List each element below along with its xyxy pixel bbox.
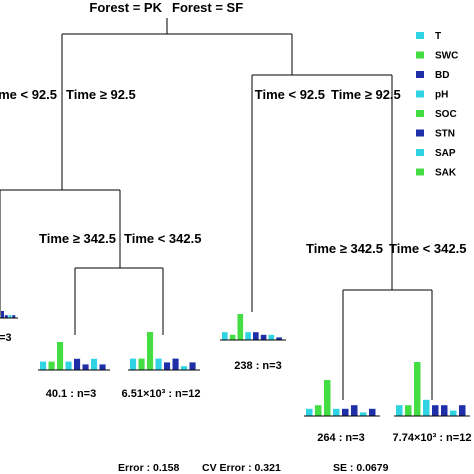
leaf-f-bar-8: [459, 405, 466, 416]
leaf-b-bars: [38, 342, 110, 371]
leaf-c-bar-8: [189, 362, 196, 370]
leaf-f-bar-6: [441, 405, 448, 416]
leaf-b-bar-2: [48, 361, 55, 370]
footer-error: Error : 0.158: [118, 462, 179, 474]
leaf-d-bar-2: [229, 334, 236, 340]
midleft-split-right-label: Time < 342.5: [124, 231, 201, 246]
leaf-b-bar-3: [57, 342, 64, 370]
leaf-d-bar-5: [253, 332, 259, 340]
leaf-f-bar-4: [423, 399, 430, 416]
tree-edges: [0, 18, 433, 400]
legend-swatch-bd: [416, 71, 424, 78]
root-split-right-label: Forest = SF: [172, 0, 243, 15]
leaf-e-bars: [304, 380, 380, 417]
leaf-f-bar-7: [450, 410, 457, 416]
legend-label-sak: SAK: [435, 168, 457, 179]
leaf-f-bar-5: [432, 405, 439, 416]
leaf-e-label: 264 : n=3: [317, 432, 364, 444]
root-split-left-label: Forest = PK: [89, 0, 162, 15]
leaf-e-bar-2: [315, 405, 322, 416]
leaf-d-bar-4: [245, 332, 251, 340]
leaf-c-bar-4: [155, 358, 162, 370]
leaf-a-bar-6: [4, 315, 8, 318]
leaf-f-bars: [394, 362, 470, 417]
leaf-b-bar-6: [82, 364, 89, 370]
leaf-a-bar-8: [12, 315, 16, 318]
legend-label-stn: STN: [435, 129, 455, 140]
leaf-b-bar-4: [65, 361, 72, 370]
leaf-nodes: [0, 311, 470, 417]
leaf-b-bar-8: [99, 364, 106, 370]
leaf-e-bar-6: [351, 405, 358, 416]
midright-split-left-label: Time ≥ 342.5: [306, 241, 383, 256]
midleft-split-left-label: Time ≥ 342.5: [39, 231, 116, 246]
leaf-a-bar-7: [8, 315, 12, 318]
legend-label-soc: SOC: [435, 109, 457, 120]
leaf-d-bar-6: [260, 334, 267, 340]
leaf-d-bar-1: [222, 332, 228, 340]
legend-label-t: T: [435, 31, 441, 42]
leaf-e-bar-7: [360, 412, 367, 416]
leaf-f-bar-3: [414, 362, 421, 416]
leaf-d-bar-7: [268, 334, 275, 340]
leaf-f-bar-2: [405, 405, 412, 416]
leaf-d-bars: [220, 314, 286, 341]
midright-split-right-label: Time < 342.5: [389, 241, 466, 256]
right-split-left-label: Time < 92.5: [255, 87, 325, 102]
legend: T SWC BD pH SOC STN SAP SAK: [416, 31, 458, 179]
leaf-e-bar-8: [369, 408, 376, 416]
leaf-c-bar-1: [130, 358, 137, 370]
legend-swatch-ph: [416, 90, 424, 98]
right-split-right-label: Time ≥ 92.5: [331, 87, 401, 102]
legend-swatch-sak: [416, 168, 424, 176]
leaf-e-bar-1: [306, 408, 313, 416]
footer-cv-error: CV Error : 0.321: [202, 462, 281, 474]
legend-label-ph: pH: [435, 90, 448, 101]
legend-swatch-t: [416, 32, 424, 39]
leaf-c-bar-5: [164, 362, 171, 370]
leaf-c-bar-6: [172, 358, 179, 370]
legend-label-swc: SWC: [435, 51, 458, 62]
leaf-f-bar-1: [396, 405, 403, 416]
leaf-b-label: 40.1 : n=3: [46, 388, 96, 400]
leaf-a-bars: [0, 311, 18, 319]
legend-label-sap: SAP: [435, 148, 456, 159]
legend-label-bd: BD: [435, 70, 449, 81]
leaf-c-bar-7: [181, 366, 188, 370]
leaf-a-bar-5: [1, 311, 4, 318]
leaf-b-bar-7: [91, 358, 98, 370]
legend-swatch-soc: [416, 110, 424, 117]
leaf-e-bar-4: [333, 408, 340, 416]
footer-se: SE : 0.0679: [333, 462, 389, 474]
leaf-a-label: =3: [0, 332, 12, 344]
leaf-b-bar-1: [40, 361, 47, 370]
legend-swatch-swc: [416, 51, 424, 59]
leaf-e-bar-3: [324, 380, 331, 416]
leaf-b-bar-5: [74, 358, 81, 370]
leaf-d-bar-3: [237, 314, 244, 340]
legend-swatch-sap: [416, 149, 424, 156]
leaf-c-bar-2: [138, 358, 145, 370]
legend-swatch-stn: [416, 129, 424, 137]
leaf-c-label: 6.51×10³ : n=12: [122, 388, 201, 400]
left-split-right-label: Time ≥ 92.5: [66, 87, 136, 102]
leaf-e-bar-5: [342, 408, 349, 416]
leaf-c-bars: [128, 332, 200, 371]
left-split-left-label: Time < 92.5: [0, 87, 57, 102]
leaf-f-label: 7.74×10³ : n=12: [393, 432, 472, 444]
leaf-d-bar-8: [276, 337, 282, 340]
leaf-d-label: 238 : n=3: [234, 360, 281, 372]
leaf-c-bar-3: [147, 332, 154, 370]
